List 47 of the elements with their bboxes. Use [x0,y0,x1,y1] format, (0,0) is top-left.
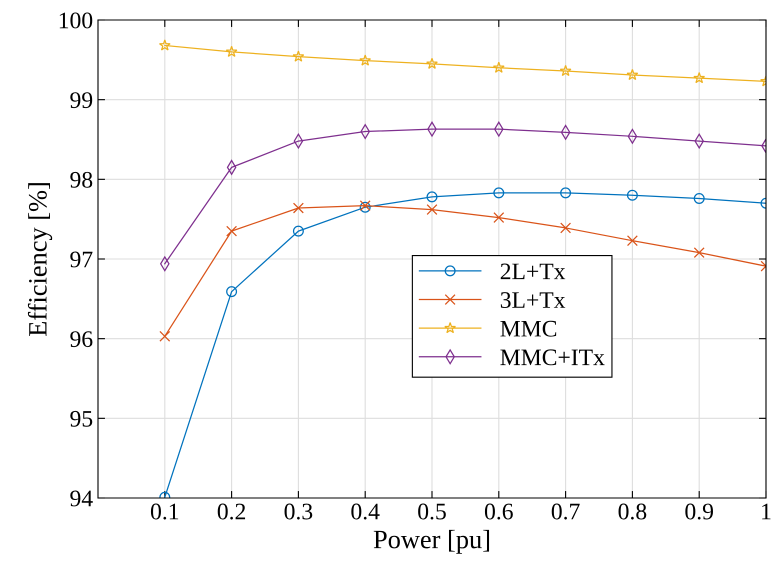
y-tick-label: 97 [70,252,92,268]
point [493,187,504,198]
x-tick-label: 0.4 [351,504,380,520]
point [560,222,572,234]
legend-label: MMC [500,320,556,337]
point [226,46,238,57]
y-tick-label: 100 [60,12,92,28]
point [226,226,238,237]
point [694,247,705,258]
point [426,191,438,202]
y-tick-label: 99 [70,92,92,108]
y-tick-label: 94 [70,490,93,506]
x-tick-label: 0.5 [418,504,446,520]
y-tick-label: 98 [70,172,92,188]
point [626,68,638,80]
x-tick-label: 0.2 [218,504,246,520]
point [292,202,304,214]
x-tick-label: 0.8 [618,504,646,520]
point [226,286,238,298]
legend-label: 2L+Tx [500,264,566,280]
legend-label: 3L+Tx [500,292,566,308]
x-tick-label: 0.3 [284,504,312,520]
y-axis-title: Efficiency [%] [28,183,52,336]
point [359,54,372,66]
point [158,39,171,51]
point [693,72,706,84]
point [493,212,504,224]
point [426,204,438,216]
legend-label: MMC+ITx [500,349,605,366]
y-tick-label: 96 [70,331,92,348]
x-axis-title: Power [pu] [374,530,490,554]
point [292,50,304,62]
point [694,192,705,204]
point [292,226,304,237]
y-tick-label: 95 [70,410,92,427]
x-tick-label: 0.6 [484,504,513,520]
x-tick-label: 0.9 [685,504,713,520]
point [560,64,572,76]
point [626,235,638,246]
x-tick-label: 1 [762,504,770,520]
point [159,330,170,342]
point [492,62,505,73]
point [626,190,638,201]
x-tick-label: 0.7 [552,504,580,520]
x-tick-label: 0.1 [150,504,178,520]
point [426,58,438,69]
point [560,187,572,198]
